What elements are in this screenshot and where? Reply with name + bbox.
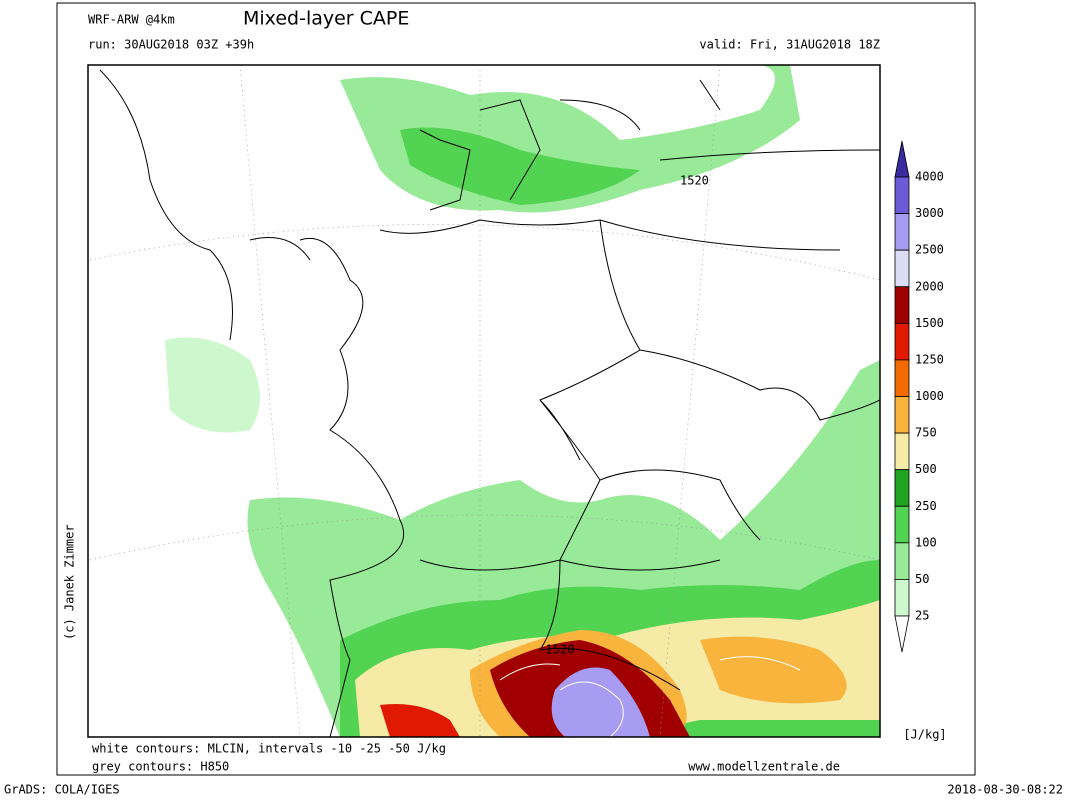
colorbar-box xyxy=(894,396,910,434)
cape-area xyxy=(380,704,460,737)
colorbar-label: 25 xyxy=(915,609,929,623)
colorbar-box xyxy=(894,176,910,214)
colorbar-box xyxy=(894,322,910,361)
colorbar-label: 100 xyxy=(915,535,937,549)
colorbar-box xyxy=(894,286,910,324)
colorbar-label: 4000 xyxy=(915,170,944,184)
colorbar-label: 2000 xyxy=(915,279,944,293)
graticule xyxy=(89,65,880,737)
title: Mixed-layer CAPE xyxy=(243,8,409,30)
coastline xyxy=(249,79,721,261)
colorbar-label: 2500 xyxy=(915,243,944,257)
cin-contour xyxy=(499,656,801,737)
software-credit: GrADS: COLA/IGES xyxy=(4,783,120,797)
colorbar-unit: [J/kg] xyxy=(903,728,946,742)
colorbar-label: 50 xyxy=(915,572,929,586)
colorbar-box xyxy=(894,579,910,617)
colorbar-box xyxy=(894,432,910,471)
colorbar-box xyxy=(894,249,910,288)
colorbar-box xyxy=(894,505,910,544)
valid-label: valid: Fri, 31AUG2018 18Z xyxy=(699,38,880,52)
colorbar-label: 500 xyxy=(915,462,937,476)
contour-label: 1520 xyxy=(680,174,709,188)
colorbar-label: 250 xyxy=(915,499,937,513)
colorbar-box xyxy=(894,542,910,580)
colorbar-box xyxy=(894,469,910,507)
colorbar-box xyxy=(894,213,910,251)
cape-area xyxy=(551,667,650,737)
cape-area xyxy=(700,636,847,704)
colorbar-box xyxy=(894,359,910,397)
map: 1520 1520 xyxy=(87,64,881,738)
colorbar: 4000 3000 2500 2000 1500 1250 1000 750 500 250 100… xyxy=(894,140,944,653)
colorbar-label: 1000 xyxy=(915,389,944,403)
timestamp: 2018-08-30-08:22 xyxy=(947,783,1063,797)
colorbar-label: 750 xyxy=(915,426,937,440)
copyright: (c) Janek Zimmer xyxy=(63,524,77,640)
colorbar-cap xyxy=(894,615,910,653)
colorbar-label: 1500 xyxy=(915,316,944,330)
country-border xyxy=(99,69,880,737)
colorbar-label: 3000 xyxy=(915,206,944,220)
run-label: run: 30AUG2018 03Z +39h xyxy=(88,38,254,52)
contour-label: 1520 xyxy=(546,643,575,657)
cape-area xyxy=(165,337,260,433)
footnote: white contours: MLCIN, intervals -10 -25… xyxy=(92,742,446,756)
model-label: WRF-ARW @4km xyxy=(88,13,175,27)
website: www.modellzentrale.de xyxy=(688,760,840,774)
map-frame xyxy=(87,64,881,738)
footnote: grey contours: H850 xyxy=(92,760,229,774)
colorbar-label: 1250 xyxy=(915,352,944,366)
